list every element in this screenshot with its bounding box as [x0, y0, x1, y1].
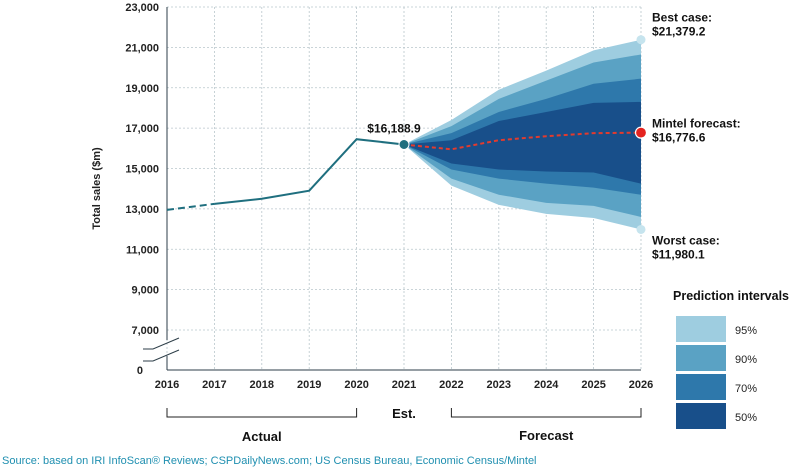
y-tick-label: 15,000: [125, 164, 159, 176]
x-tick-label: 2016: [155, 379, 179, 391]
x-tick-label: 2020: [344, 379, 368, 391]
legend-label-95: 95%: [735, 325, 757, 337]
y-tick-label: 9,000: [131, 285, 159, 297]
y-tick-label: 21,000: [125, 42, 159, 54]
point-2021-label: $16,188.9: [367, 121, 421, 135]
axis-break-top: [143, 337, 180, 350]
y-tick-label: 19,000: [125, 83, 159, 95]
x-tick-label: 2026: [629, 379, 653, 391]
legend-swatch-70: [676, 374, 726, 400]
forecast-title: Mintel forecast:: [652, 117, 741, 131]
legend-swatch-95: [676, 316, 726, 342]
y-tick-label: 23,000: [125, 2, 159, 14]
actual-label: Actual: [242, 429, 282, 444]
axis-break-bottom: [143, 349, 180, 362]
point-2021: [398, 138, 410, 150]
legend-swatch-50: [676, 403, 726, 429]
x-tick-label: 2017: [202, 379, 226, 391]
legend-label-90: 90%: [735, 354, 757, 366]
x-tick-label: 2024: [534, 379, 559, 391]
actual-bracket: [166, 408, 358, 418]
legend-label-50: 50%: [735, 412, 757, 424]
best-case-value: $21,379.2: [652, 25, 706, 39]
x-tick-label: 2025: [581, 379, 605, 391]
y-tick-label: 13,000: [125, 204, 159, 216]
y-tick-label: 11,000: [126, 244, 159, 256]
worst-case-point: [636, 224, 646, 234]
y-tick-label: 7,000: [131, 325, 159, 337]
source-note: Source: based on IRI InfoScan® Reviews; …: [2, 455, 537, 467]
worst-case-value: $11,980.1: [652, 247, 705, 261]
estimate-label: Est.: [392, 406, 416, 421]
legend-title: Prediction intervals: [673, 289, 789, 303]
x-tick-label: 2023: [487, 379, 511, 391]
best-case-point: [636, 35, 646, 45]
forecast-bracket: [450, 408, 642, 418]
forecast-end-point: [634, 126, 648, 139]
best-case-title: Best case:: [652, 11, 712, 25]
y-axis-title: Total sales ($m): [91, 147, 103, 230]
x-tick-label: 2022: [439, 379, 463, 391]
actual-line-dashed: [166, 202, 215, 211]
legend-swatch-90: [676, 345, 726, 371]
worst-case-title: Worst case:: [652, 233, 720, 247]
y-tick-label: 0: [137, 365, 143, 377]
y-tick-label: 17,000: [125, 123, 159, 135]
prediction-band-50: [404, 101, 641, 184]
x-tick-label: 2019: [297, 379, 321, 391]
x-tick-label: 2018: [250, 379, 274, 391]
forecast-value: $16,776.6: [652, 131, 706, 145]
legend-label-70: 70%: [735, 383, 757, 395]
sales-forecast-chart: 23,000 21,000 19,000 17,000 15,000 13,000 11,0…: [91, 2, 789, 444]
forecast-label: Forecast: [519, 428, 574, 443]
actual-line: [214, 138, 405, 205]
forecast-line: [403, 131, 642, 151]
x-tick-label: 2021: [392, 379, 416, 391]
